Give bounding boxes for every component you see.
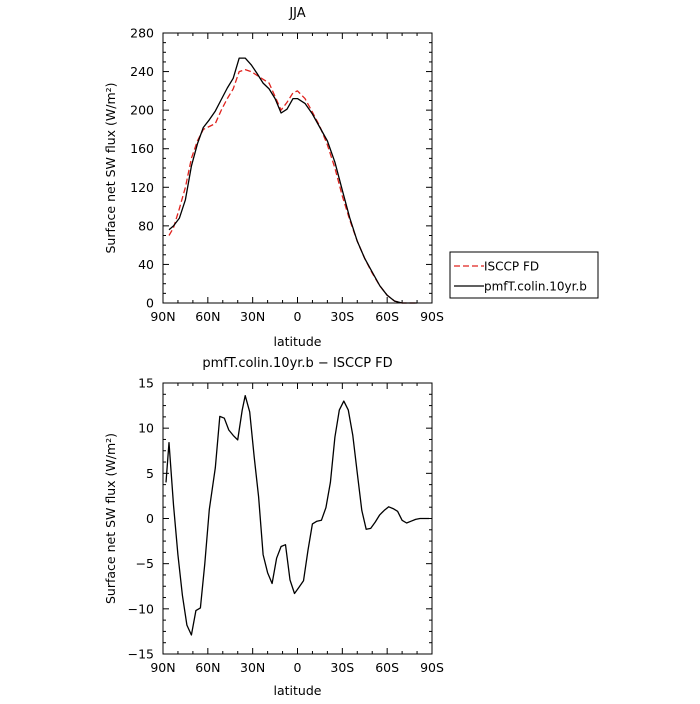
x-axis-label: latitude xyxy=(274,683,322,698)
x-tick-label: 60N xyxy=(195,309,220,324)
legend-box xyxy=(449,251,599,299)
x-tick-label: 90N xyxy=(150,660,175,675)
y-axis-label: Surface net SW flux (W/m²) xyxy=(103,433,118,604)
y-tick-label: 0 xyxy=(146,511,154,526)
y-tick-label: −10 xyxy=(128,601,154,616)
y-tick-label: 240 xyxy=(130,64,154,79)
x-tick-label: 30S xyxy=(330,309,354,324)
y-tick-label: −15 xyxy=(128,647,154,662)
chart-title: pmfT.colin.10yr.b − ISCCP FD xyxy=(202,356,392,371)
y-tick-label: 0 xyxy=(146,296,154,311)
y-tick-label: 40 xyxy=(138,257,154,272)
chart-title: JJA xyxy=(288,6,305,21)
x-tick-label: 30S xyxy=(330,660,354,675)
x-tick-label: 60N xyxy=(195,660,220,675)
x-tick-label: 0 xyxy=(294,660,302,675)
x-tick-label: 60S xyxy=(375,660,399,675)
y-tick-label: 120 xyxy=(130,180,154,195)
y-tick-label: 15 xyxy=(138,376,154,391)
series-line-1 xyxy=(168,68,418,304)
x-tick-label: 60S xyxy=(375,309,399,324)
y-tick-label: 5 xyxy=(146,466,154,481)
y-tick-label: 80 xyxy=(138,218,154,233)
x-tick-label: 90S xyxy=(420,309,444,324)
plot-frame xyxy=(162,32,433,304)
y-tick-label: 160 xyxy=(130,141,154,156)
x-tick-label: 90S xyxy=(420,660,444,675)
y-tick-label: 10 xyxy=(138,421,154,436)
legend-label: ISCCP FD xyxy=(484,260,539,274)
y-tick-label: 200 xyxy=(130,103,154,118)
y-tick-label: −5 xyxy=(136,556,154,571)
y-tick-label: 280 xyxy=(130,26,154,41)
legend-label: pmfT.colin.10yr.b xyxy=(484,280,587,294)
x-tick-label: 30N xyxy=(240,660,265,675)
x-tick-label: 30N xyxy=(240,309,265,324)
x-axis-label: latitude xyxy=(274,334,322,349)
x-tick-label: 90N xyxy=(150,309,175,324)
series-line-2 xyxy=(168,57,418,304)
y-axis-label: Surface net SW flux (W/m²) xyxy=(103,82,118,253)
series-line-1 xyxy=(165,394,429,636)
plot-frame xyxy=(162,382,433,655)
x-tick-label: 0 xyxy=(294,309,302,324)
